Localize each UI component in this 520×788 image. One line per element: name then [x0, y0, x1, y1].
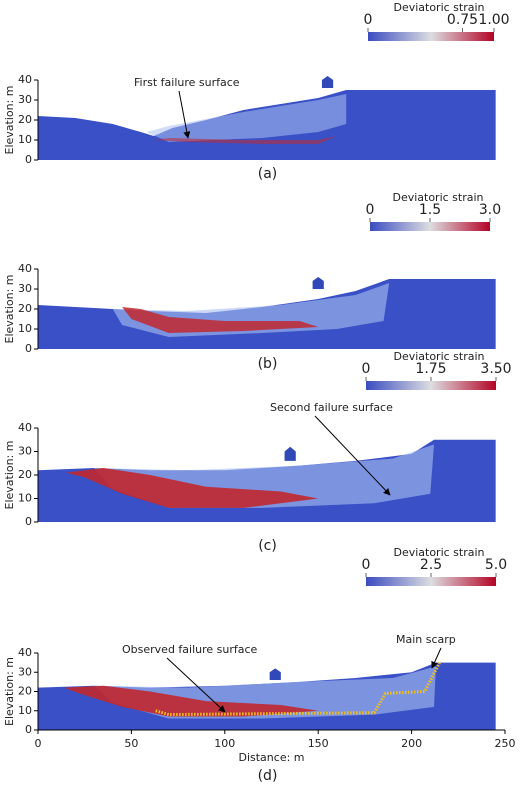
building [321, 76, 334, 88]
y-axis-label: Elevation: m [3, 657, 16, 726]
colorbar-tick-label: 0 [362, 557, 371, 573]
colorbar-tick-label: 0 [366, 202, 375, 218]
y-tick-label: 0 [25, 153, 32, 166]
colorbar [366, 381, 496, 390]
colorbar-title: Deviatoric strain [392, 191, 483, 204]
y-tick-label: 0 [25, 515, 32, 528]
panel-label: (a) [258, 166, 278, 182]
colorbar-tick-label: 0 [364, 12, 373, 28]
y-tick-label: 20 [18, 302, 32, 315]
y-tick-label: 10 [18, 704, 32, 717]
strain-field [38, 277, 496, 349]
x-tick-label: 150 [308, 737, 329, 750]
shear-zone [153, 136, 337, 144]
colorbar [368, 32, 494, 41]
colorbar-title: Deviatoric strain [393, 350, 484, 363]
colorbar-title: Deviatoric strain [393, 546, 484, 559]
annotation-arrow [178, 90, 191, 139]
observed-surface [156, 663, 440, 715]
y-axis-label: Elevation: m [3, 274, 16, 343]
shear-zone [122, 307, 319, 333]
strain-field [38, 663, 496, 730]
y-tick-label: 30 [18, 93, 32, 106]
y-tick-label: 30 [18, 665, 32, 678]
shear-zone [64, 685, 319, 717]
building [269, 668, 281, 680]
y-axis-label: Elevation: m [3, 85, 16, 154]
y-tick-label: 20 [18, 685, 32, 698]
y-tick-label: 10 [18, 133, 32, 146]
y-tick-label: 40 [18, 646, 32, 659]
annotation-arrow [431, 647, 442, 669]
annotation: First failure surface [134, 76, 240, 89]
x-axis-label: Distance: m [238, 751, 304, 764]
strain-zone [146, 94, 347, 142]
panel-label: (b) [258, 356, 278, 372]
annotation-arrow [166, 657, 226, 713]
annotation-arrow [314, 415, 391, 496]
x-tick-label: 100 [214, 737, 235, 750]
colorbar-tick-label: 0 [362, 361, 371, 377]
panel-label: (c) [258, 538, 277, 554]
y-tick-label: 0 [25, 342, 32, 355]
y-axis-label: Elevation: m [3, 440, 16, 509]
colorbar-tick-label: 1.00 [478, 12, 509, 28]
y-tick-label: 30 [18, 445, 32, 458]
annotation: Observed failure surface [122, 643, 258, 656]
colorbar-title: Deviatoric strain [393, 1, 484, 14]
colorbar-tick-label: 1.75 [415, 361, 446, 377]
colorbar-tick-label: 0.75 [447, 12, 478, 28]
strain-field [38, 439, 496, 522]
y-tick-label: 20 [18, 113, 32, 126]
colorbar [366, 577, 496, 586]
y-tick-label: 10 [18, 322, 32, 335]
x-tick-label: 250 [495, 737, 516, 750]
y-tick-label: 0 [25, 723, 32, 736]
colorbar-tick-label: 2.5 [420, 557, 442, 573]
x-tick-label: 50 [124, 737, 138, 750]
building [312, 277, 324, 289]
shear-zone [66, 467, 319, 508]
colorbar-tick-label: 1.5 [419, 202, 441, 218]
y-tick-label: 30 [18, 282, 32, 295]
colorbar [370, 222, 490, 231]
colorbar-tick-label: 5.0 [485, 557, 507, 573]
building [284, 446, 296, 461]
strain-field [38, 76, 496, 160]
colorbar-tick-label: 3.50 [480, 361, 511, 377]
panel-label: (d) [258, 768, 278, 784]
y-tick-label: 10 [18, 492, 32, 505]
x-tick-label: 0 [35, 737, 42, 750]
annotation: Main scarp [396, 633, 456, 646]
y-tick-label: 40 [18, 421, 32, 434]
y-tick-label: 40 [18, 73, 32, 86]
y-tick-label: 20 [18, 468, 32, 481]
annotation: Second failure surface [270, 401, 393, 414]
x-tick-label: 200 [401, 737, 422, 750]
y-tick-label: 40 [18, 262, 32, 275]
colorbar-tick-label: 3.0 [479, 202, 501, 218]
